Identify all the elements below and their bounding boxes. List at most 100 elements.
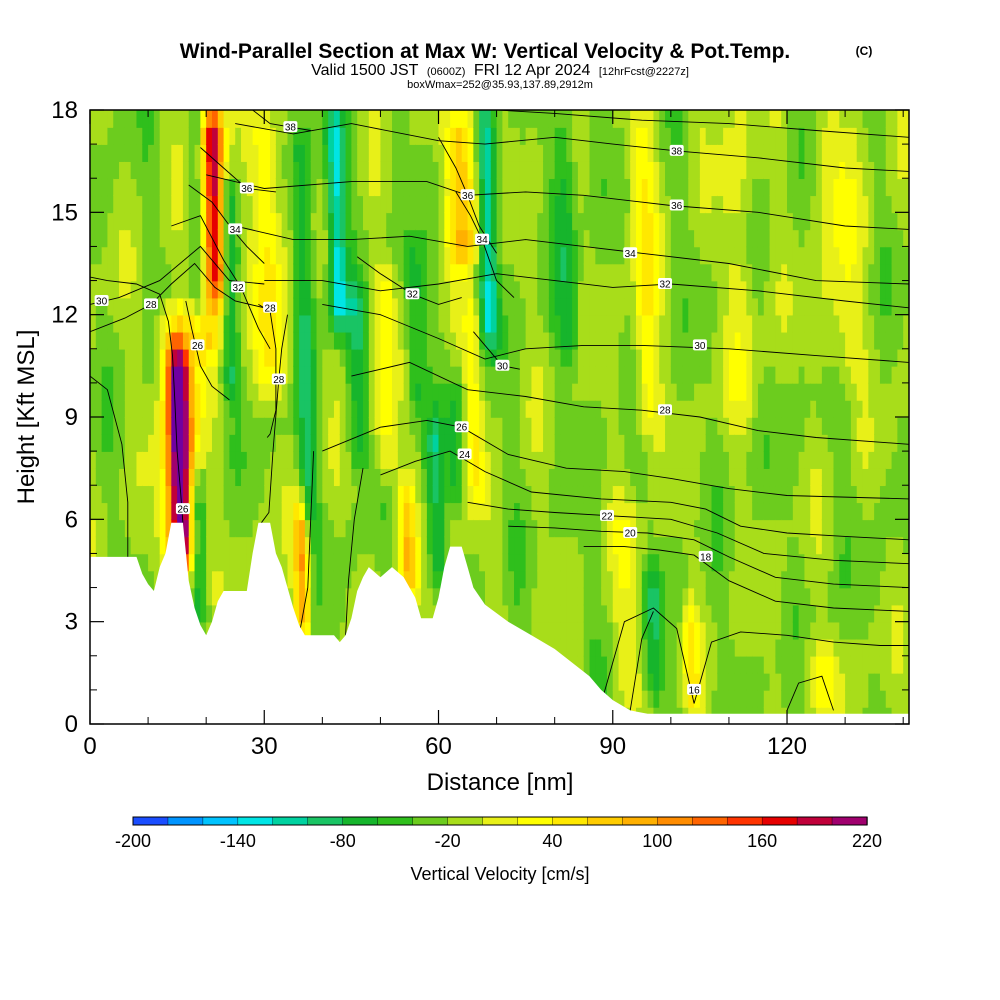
velocity-cell [95, 110, 103, 128]
velocity-cell [392, 229, 399, 248]
velocity-cell [612, 434, 620, 452]
velocity-cell [688, 280, 695, 299]
velocity-cell [740, 604, 748, 623]
velocity-cell [694, 638, 701, 657]
velocity-cell [496, 212, 504, 231]
velocity-cell [333, 246, 341, 265]
velocity-cell [850, 263, 858, 282]
velocity-cell [188, 553, 196, 572]
velocity-cell [543, 468, 550, 487]
velocity-cell [798, 348, 806, 367]
velocity-cell [879, 485, 887, 504]
velocity-cell [647, 485, 655, 504]
velocity-cell [479, 587, 486, 606]
velocity-cell [304, 297, 312, 316]
chart-title: Wind-Parallel Section at Max W: Vertical… [180, 40, 791, 63]
velocity-cell [885, 280, 893, 299]
velocity-cell [514, 348, 521, 367]
velocity-cell [345, 468, 353, 487]
velocity-cell [705, 246, 713, 265]
velocity-cell [618, 161, 626, 180]
velocity-cell [595, 621, 602, 640]
velocity-cell [821, 331, 829, 350]
velocity-cell [345, 195, 353, 214]
velocity-cell [368, 297, 376, 316]
velocity-cell [636, 570, 643, 589]
velocity-cell [235, 382, 242, 401]
velocity-cell [229, 263, 237, 282]
velocity-cell [421, 297, 428, 316]
velocity-cell [624, 434, 631, 452]
velocity-cell [479, 297, 486, 316]
velocity-cell [787, 314, 794, 333]
velocity-cell [885, 365, 893, 384]
velocity-cell [694, 110, 701, 128]
velocity-cell [862, 689, 870, 708]
velocity-cell [386, 434, 393, 452]
velocity-cell [188, 212, 196, 231]
velocity-cell [682, 638, 690, 657]
velocity-cell [444, 502, 451, 521]
velocity-cell [171, 229, 178, 248]
velocity-cell [421, 229, 428, 248]
velocity-cell [583, 502, 591, 521]
velocity-cell [804, 144, 812, 162]
velocity-cell [177, 451, 184, 469]
velocity-cell [363, 144, 370, 162]
velocity-cell [148, 434, 155, 452]
velocity-cell [885, 178, 893, 197]
velocity-cell [380, 536, 388, 555]
velocity-cell [107, 382, 115, 401]
velocity-cell [519, 229, 527, 248]
velocity-cell [159, 195, 167, 214]
velocity-cell [217, 280, 225, 299]
velocity-cell [299, 417, 306, 435]
velocity-cell [862, 280, 870, 299]
velocity-cell [328, 127, 335, 145]
velocity-cell [781, 263, 788, 282]
velocity-cell [101, 229, 109, 248]
velocity-cell [415, 536, 422, 555]
velocity-cell [95, 348, 103, 367]
velocity-cell [856, 553, 864, 572]
velocity-cell [322, 485, 329, 504]
velocity-cell [577, 382, 585, 401]
velocity-cell [845, 161, 852, 180]
velocity-cell [392, 195, 399, 214]
velocity-cell [374, 161, 382, 180]
velocity-cell [339, 485, 347, 504]
velocity-cell [328, 621, 335, 640]
velocity-cell [165, 127, 173, 145]
velocity-cell [502, 144, 510, 162]
velocity-cell [566, 382, 573, 401]
velocity-cell [490, 280, 498, 299]
velocity-cell [647, 161, 655, 180]
velocity-cell [583, 331, 591, 350]
velocity-cell [90, 280, 97, 299]
velocity-cell [682, 144, 690, 162]
velocity-cell [119, 110, 126, 128]
velocity-cell [862, 127, 870, 145]
velocity-cell [676, 434, 684, 452]
velocity-cell [845, 110, 852, 128]
velocity-cell [461, 110, 469, 128]
velocity-cell [659, 638, 666, 657]
velocity-cell [194, 195, 202, 214]
velocity-cell [757, 246, 765, 265]
velocity-cell [839, 621, 846, 640]
velocity-cell [357, 144, 364, 162]
velocity-cell [519, 110, 527, 128]
velocity-cell [879, 434, 887, 452]
velocity-cell [455, 229, 463, 248]
velocity-cell [636, 280, 643, 299]
velocity-cell [781, 348, 788, 367]
velocity-cell [879, 655, 887, 674]
velocity-cell [182, 178, 190, 197]
velocity-cell [583, 365, 591, 384]
velocity-cell [717, 587, 724, 606]
velocity-cell [856, 212, 864, 231]
velocity-cell [699, 553, 707, 572]
velocity-cell [537, 621, 544, 640]
velocity-cell [351, 110, 358, 128]
velocity-cell [577, 570, 585, 589]
